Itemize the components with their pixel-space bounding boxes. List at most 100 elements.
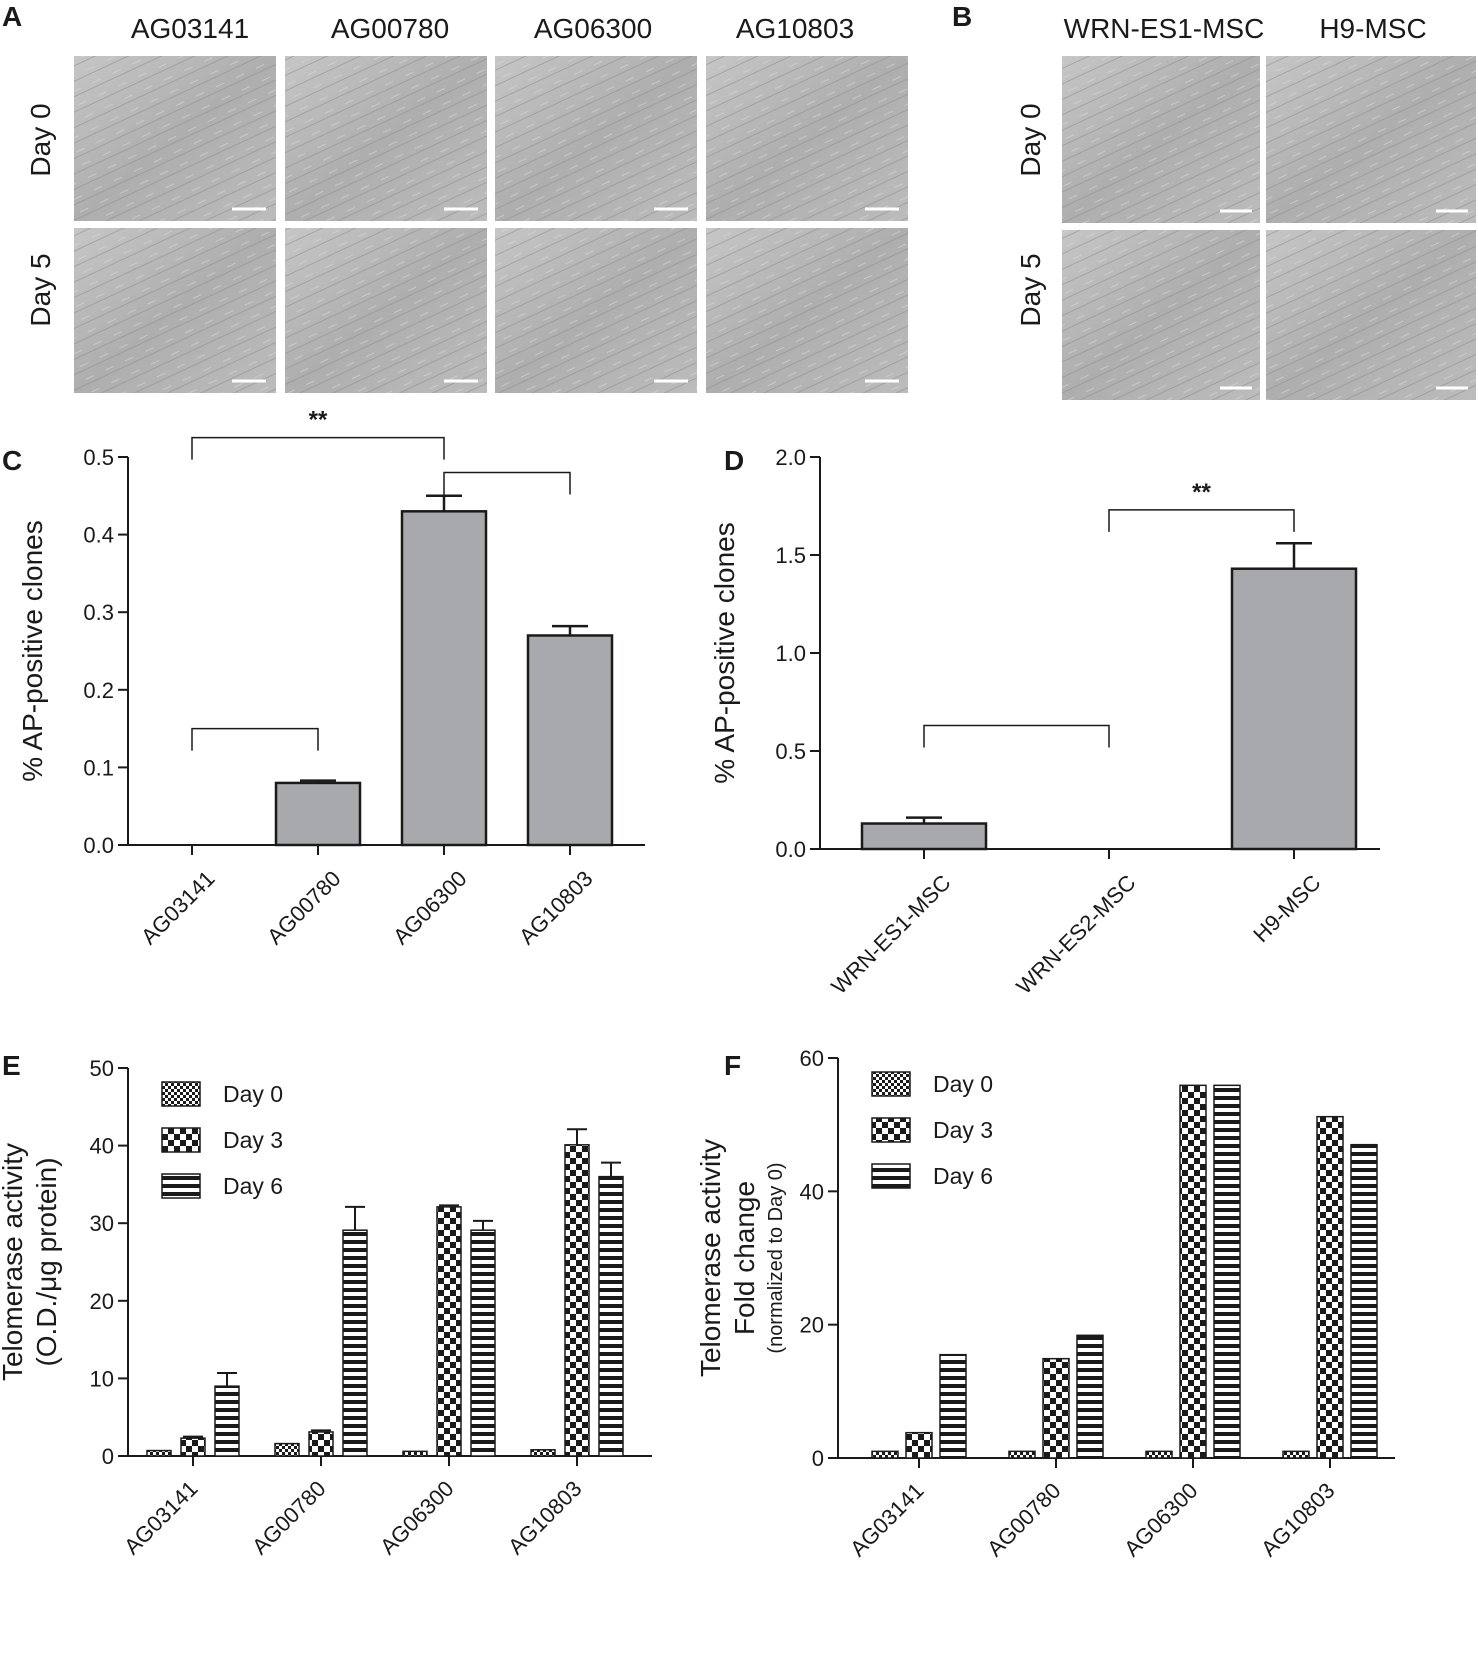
- panel-label-b: B: [952, 1, 972, 32]
- y-tick-label: 20: [90, 1289, 114, 1314]
- y-tick-label: 10: [90, 1366, 114, 1391]
- y-axis-label: (normalized to Day 0): [765, 1162, 787, 1353]
- x-category-label: WRN-ES1-MSC: [826, 870, 955, 999]
- bar: [1042, 1357, 1070, 1459]
- micrograph-texture: [74, 56, 276, 221]
- y-axis-label: Fold change: [729, 1181, 760, 1335]
- y-tick-label: 40: [800, 1179, 824, 1204]
- bar: [274, 781, 362, 847]
- bar: [402, 1450, 428, 1457]
- bar: [598, 1175, 624, 1457]
- panel-b-micrographs: WRN-ES1-MSC H9-MSC Day 0 Day 5: [1015, 13, 1476, 400]
- bar: [860, 822, 988, 851]
- bar: [939, 1353, 967, 1459]
- y-tick-label: 0.2: [83, 678, 114, 703]
- significance-bracket: [191, 436, 445, 460]
- panel-a-micrographs: AG03141 AG00780 AG06300 AG10803 Day 0 Da…: [25, 13, 908, 393]
- legend-swatch: [871, 1163, 911, 1189]
- y-axis-label: % AP-positive clones: [709, 522, 740, 783]
- y-axis-label: (O.D./μg protein): [31, 1157, 62, 1366]
- micrograph-texture: [706, 56, 908, 221]
- x-category-label: AG00780: [247, 1476, 330, 1559]
- panel-a-row-label: Day 0: [25, 103, 56, 176]
- bar: [342, 1229, 368, 1457]
- charts-layer: 0.0 0.1 0.2 0.3 0.4 0.5 AG03141 AG00780 AG06300 A…: [0, 407, 1395, 1561]
- y-tick-label: 20: [800, 1313, 824, 1338]
- legend-swatch: [161, 1127, 201, 1153]
- y-tick-label: 0: [812, 1446, 824, 1471]
- legend-label: Day 6: [933, 1163, 993, 1189]
- panel-a-row-label: Day 5: [25, 253, 56, 326]
- x-category-label: AG06300: [375, 1476, 458, 1559]
- panel-b-row-label: Day 0: [1015, 103, 1046, 176]
- legend-label: Day 6: [223, 1173, 283, 1199]
- bar: [308, 1431, 334, 1457]
- bar: [274, 1442, 300, 1457]
- bar: [871, 1450, 899, 1459]
- significance-label: **: [309, 407, 328, 434]
- panel-label-e: E: [2, 1050, 21, 1081]
- panel-a-col-label: AG03141: [131, 13, 249, 44]
- micrograph-texture: [285, 56, 487, 221]
- micrograph-texture: [495, 228, 697, 393]
- x-category-label: AG00780: [262, 866, 345, 949]
- bar: [180, 1437, 206, 1457]
- y-axis-label: Telomerase activity: [695, 1139, 726, 1377]
- legend-swatch: [161, 1081, 201, 1107]
- x-category-label: H9-MSC: [1248, 870, 1325, 947]
- legend-swatch: [161, 1173, 201, 1199]
- bar: [1230, 567, 1358, 851]
- y-tick-label: 2.0: [775, 445, 806, 470]
- significance-bracket: [443, 471, 571, 495]
- y-tick-label: 0.0: [83, 833, 114, 858]
- bar: [530, 1449, 556, 1457]
- legend-label: Day 0: [223, 1081, 283, 1107]
- bar: [214, 1385, 240, 1457]
- significance-bracket: [191, 727, 319, 751]
- x-category-label: AG10803: [1256, 1478, 1339, 1561]
- panel-b-col-label: WRN-ES1-MSC: [1064, 13, 1265, 44]
- y-tick-label: 0.1: [83, 755, 114, 780]
- y-tick-label: 50: [90, 1056, 114, 1081]
- panel-label-d: D: [724, 445, 744, 476]
- x-category-label: AG10803: [503, 1476, 586, 1559]
- panel-b-row-label: Day 5: [1015, 253, 1046, 326]
- x-category-label: AG10803: [514, 866, 597, 949]
- y-axis-label: Telomerase activity: [0, 1143, 28, 1381]
- micrograph-texture: [495, 56, 697, 221]
- panel-a-col-label: AG06300: [534, 13, 652, 44]
- bar: [1350, 1143, 1378, 1459]
- bar: [1316, 1115, 1344, 1459]
- y-tick-label: 0: [102, 1444, 114, 1469]
- bar: [470, 1229, 496, 1457]
- legend-swatch: [871, 1071, 911, 1097]
- bar: [1145, 1450, 1173, 1459]
- y-tick-label: 0.0: [775, 837, 806, 862]
- y-tick-label: 0.5: [775, 739, 806, 764]
- x-category-label: AG03141: [845, 1478, 928, 1561]
- bar: [146, 1449, 172, 1457]
- bar: [1179, 1084, 1207, 1459]
- x-category-label: AG03141: [119, 1476, 202, 1559]
- bar: [400, 510, 488, 847]
- panel-a-col-label: AG00780: [331, 13, 449, 44]
- bar: [1213, 1084, 1241, 1459]
- legend-label: Day 3: [223, 1127, 283, 1153]
- bar: [1076, 1334, 1104, 1459]
- significance-bracket: [923, 724, 1110, 748]
- x-category-label: AG06300: [388, 866, 471, 949]
- bar: [526, 634, 614, 847]
- legend-swatch: [871, 1117, 911, 1143]
- micrograph-texture: [1266, 230, 1476, 400]
- legend-label: Day 3: [933, 1117, 993, 1143]
- y-tick-label: 0.5: [83, 445, 114, 470]
- panel-label-c: C: [2, 445, 22, 476]
- y-tick-label: 0.4: [83, 523, 114, 548]
- bar: [905, 1431, 933, 1459]
- bar: [436, 1206, 462, 1457]
- panel-label-f: F: [724, 1050, 741, 1081]
- bar: [1008, 1450, 1036, 1459]
- y-tick-label: 30: [90, 1211, 114, 1236]
